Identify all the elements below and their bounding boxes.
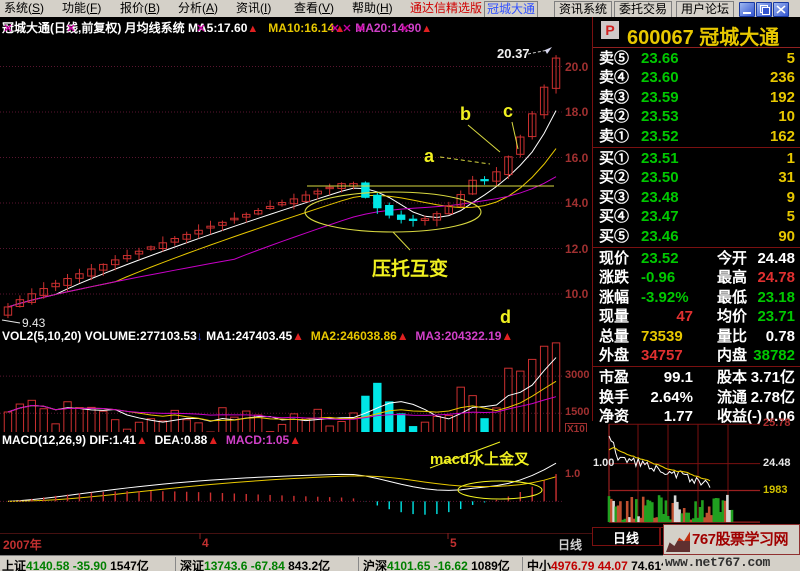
svg-text:b: b [460,104,471,124]
svg-text:9.43: 9.43 [22,316,46,328]
svg-text:20.37: 20.37 [497,46,530,61]
svg-text:d: d [500,307,511,327]
svg-text:c: c [503,101,513,121]
svg-text:a: a [424,146,435,166]
svg-text:压托互变: 压托互变 [372,257,448,280]
svg-text:macd水上金叉: macd水上金叉 [430,450,530,468]
